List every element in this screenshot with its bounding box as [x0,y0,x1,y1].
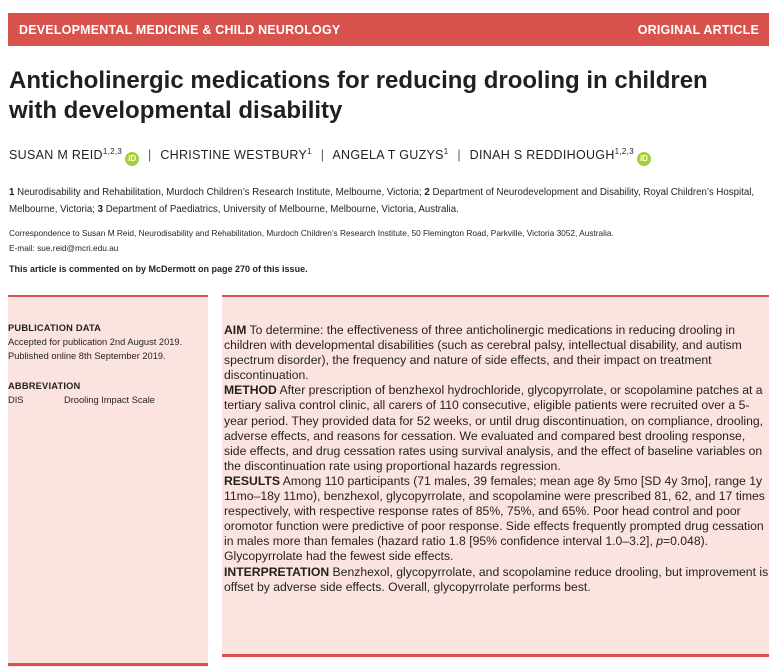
affiliation-text: Department of Neurodevelopment and Disab… [9,187,755,215]
abbreviation-heading: ABBREVIATION [8,381,81,391]
aim-label: AIM [224,323,247,337]
abstract-aim: AIM To determine: the effectiveness of t… [224,323,769,383]
abbreviation-key: DIS [8,395,24,405]
orcid-icon[interactable]: iD [636,152,651,167]
abstract-results: RESULTS Among 110 participants (71 males… [224,474,769,565]
correspondence-email[interactable]: E-mail: sue.reid@mcri.edu.au [9,243,119,253]
sidebar-bottom-rule [8,663,208,666]
sidebar-panel: PUBLICATION DATA Accepted for publicatio… [8,295,208,667]
method-text: After prescription of benzhexol hydrochl… [224,383,764,473]
author-name: DINAH S REDDIHOUGH [469,148,615,163]
author-list: SUSAN M REID1,2,3iD | CHRISTINE WESTBURY… [9,147,769,167]
author-name: SUSAN M REID [9,148,103,163]
author-affiliation-marks: 1 [307,147,312,156]
commentary-note: This article is commented on by McDermot… [9,264,308,274]
abbreviation-value: Drooling Impact Scale [64,395,155,405]
affiliation-number: 2 [424,187,430,198]
interpretation-label: INTERPRETATION [224,564,330,579]
correspondence-address: Correspondence to Susan M Reid, Neurodis… [9,228,614,238]
accepted-date: Accepted for publication 2nd August 2019… [8,337,183,347]
abstract-panel: AIM To determine: the effectiveness of t… [222,295,769,657]
method-label: METHOD [224,383,277,398]
interpretation-text: Benzhexol, glycopyrrolate, and scopolami… [224,564,769,594]
abstract-interpretation: INTERPRETATION Benzhexol, glycopyrrolate… [224,565,769,595]
results-text: Among 110 participants (71 males, 39 fem… [224,473,765,549]
author-separator: | [457,148,461,163]
author-name: CHRISTINE WESTBURY [160,148,308,163]
journal-name: DEVELOPMENTAL MEDICINE & CHILD NEUROLOGY [19,22,341,37]
affiliations: 1 Neurodisability and Rehabilitation, Mu… [9,184,769,218]
results-text-end: =0.048). Glycopyrrolate had the fewest s… [224,534,709,564]
published-date: Published online 8th September 2019. [8,351,166,361]
affiliation-text: Neurodisability and Rehabilitation, Murd… [14,187,425,198]
abstract-method: METHOD After prescription of benzhexol h… [224,383,769,474]
correspondence-block: Correspondence to Susan M Reid, Neurodis… [9,226,769,256]
article-type: ORIGINAL ARTICLE [637,22,759,37]
author-separator: | [320,148,325,163]
author-affiliation-marks: 1,2,3 [102,147,123,156]
results-label: RESULTS [224,473,280,488]
publication-data-heading: PUBLICATION DATA [8,323,102,333]
author-affiliation-marks: 1 [443,147,449,156]
author-separator: | [147,148,152,163]
author-name: ANGELA T GUZYS [332,148,444,163]
abbreviation-row: DIS Drooling Impact Scale [8,393,208,407]
orcid-icon[interactable]: iD [125,152,140,167]
article-title: Anticholinergic medications for reducing… [9,67,708,124]
p-value-symbol: p [656,534,663,549]
affiliation-number: 1 [9,187,15,198]
affiliation-text: Department of Paediatrics, University of… [103,204,459,215]
aim-text: To determine: the effectiveness of three… [224,323,742,383]
journal-banner: DEVELOPMENTAL MEDICINE & CHILD NEUROLOGY… [8,13,769,46]
author-affiliation-marks: 1,2,3 [614,147,634,156]
affiliation-number: 3 [97,204,104,215]
